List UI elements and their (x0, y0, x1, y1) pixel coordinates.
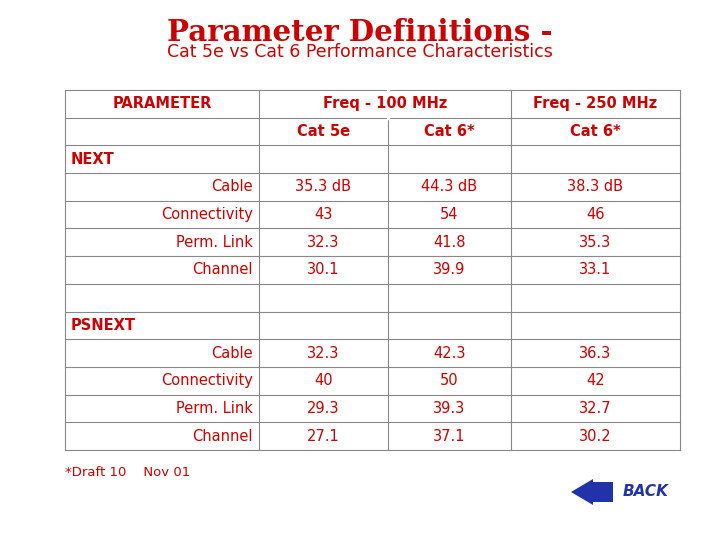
Text: Freq - 250 MHz: Freq - 250 MHz (534, 96, 657, 111)
Text: 35.3 dB: 35.3 dB (295, 179, 351, 194)
Text: Channel: Channel (192, 429, 253, 444)
Text: 41.8: 41.8 (433, 235, 466, 250)
Text: Cat 5e: Cat 5e (297, 124, 350, 139)
Text: *Draft 10    Nov 01: *Draft 10 Nov 01 (65, 465, 190, 478)
Text: 38.3 dB: 38.3 dB (567, 179, 624, 194)
Text: 54: 54 (440, 207, 459, 222)
Text: 44.3 dB: 44.3 dB (421, 179, 477, 194)
Text: 32.3: 32.3 (307, 235, 340, 250)
Text: Cat 6*: Cat 6* (570, 124, 621, 139)
Text: Connectivity: Connectivity (161, 207, 253, 222)
Text: Channel: Channel (192, 262, 253, 278)
Text: 46: 46 (586, 207, 605, 222)
Text: 36.3: 36.3 (580, 346, 611, 361)
Text: 37.1: 37.1 (433, 429, 466, 444)
Text: 30.2: 30.2 (579, 429, 612, 444)
Text: 39.9: 39.9 (433, 262, 466, 278)
Text: PSNEXT: PSNEXT (71, 318, 136, 333)
Text: Perm. Link: Perm. Link (176, 401, 253, 416)
Text: Parameter Definitions -: Parameter Definitions - (167, 18, 553, 47)
Text: 42: 42 (586, 373, 605, 388)
Text: 40: 40 (314, 373, 333, 388)
Text: 32.7: 32.7 (579, 401, 612, 416)
Text: 42.3: 42.3 (433, 346, 466, 361)
Text: BACK: BACK (623, 484, 669, 500)
Text: Freq - 100 MHz: Freq - 100 MHz (323, 96, 447, 111)
Text: Cable: Cable (211, 179, 253, 194)
Text: 43: 43 (314, 207, 333, 222)
Text: 32.3: 32.3 (307, 346, 340, 361)
Text: 39.3: 39.3 (433, 401, 466, 416)
Text: Cable: Cable (211, 346, 253, 361)
FancyArrow shape (571, 479, 613, 505)
Text: 35.3: 35.3 (580, 235, 611, 250)
Text: PARAMETER: PARAMETER (112, 96, 212, 111)
Text: Perm. Link: Perm. Link (176, 235, 253, 250)
Text: Connectivity: Connectivity (161, 373, 253, 388)
Text: 27.1: 27.1 (307, 429, 340, 444)
Text: 33.1: 33.1 (580, 262, 611, 278)
Text: Cat 6*: Cat 6* (424, 124, 474, 139)
Text: 30.1: 30.1 (307, 262, 340, 278)
Text: 50: 50 (440, 373, 459, 388)
Text: Cat 5e vs Cat 6 Performance Characteristics: Cat 5e vs Cat 6 Performance Characterist… (167, 43, 553, 61)
Text: 29.3: 29.3 (307, 401, 340, 416)
Text: NEXT: NEXT (71, 152, 114, 167)
